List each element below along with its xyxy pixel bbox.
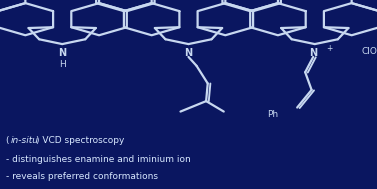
Text: (: ( — [6, 136, 9, 145]
Text: ClO₄⁻: ClO₄⁻ — [361, 47, 377, 56]
Text: +: + — [326, 44, 333, 53]
Text: N: N — [184, 48, 193, 58]
Text: Ph: Ph — [268, 110, 279, 119]
Text: - distinguishes enamine and iminium ion: - distinguishes enamine and iminium ion — [6, 155, 190, 164]
Text: - reveals preferred conformations: - reveals preferred conformations — [6, 172, 158, 181]
Text: in-situ: in-situ — [11, 136, 38, 145]
Text: ) VCD spectroscopy: ) VCD spectroscopy — [36, 136, 124, 145]
Text: N: N — [58, 48, 66, 58]
Text: N: N — [309, 48, 317, 58]
Text: H: H — [59, 60, 66, 69]
